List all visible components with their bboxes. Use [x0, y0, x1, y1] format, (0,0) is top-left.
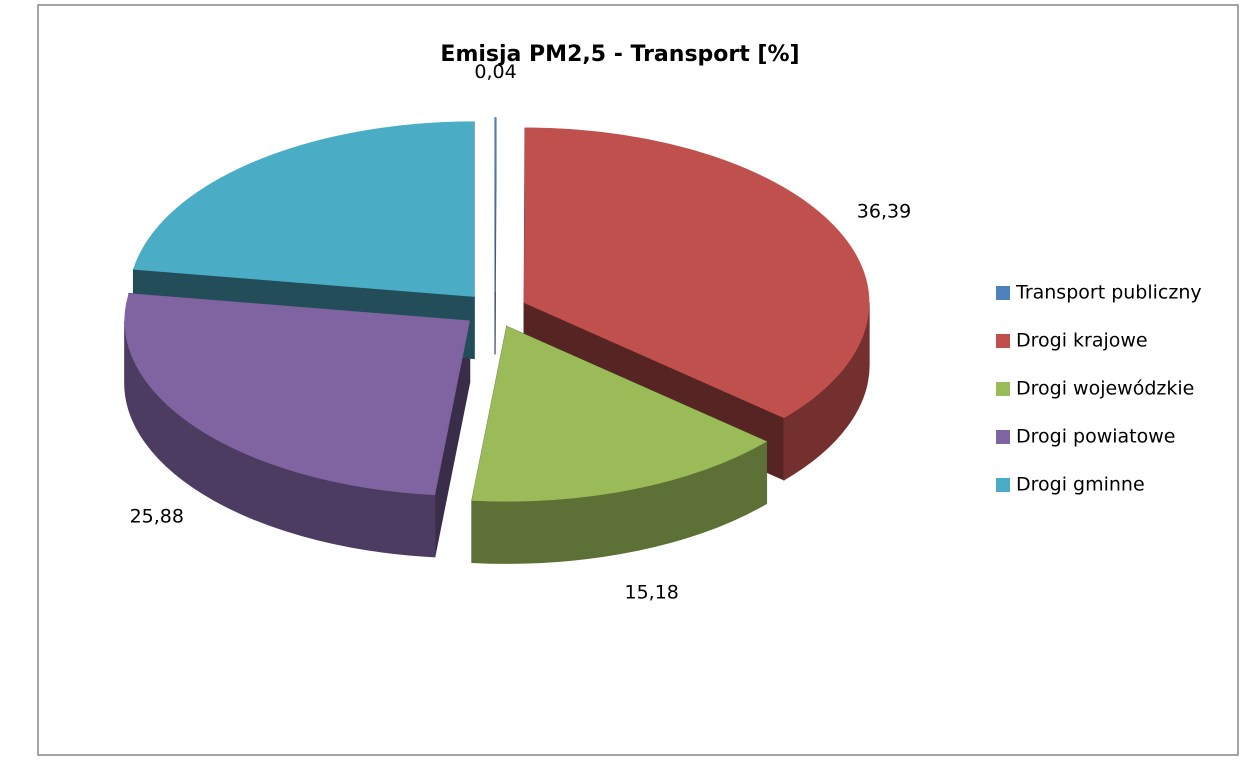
data-label: 25,88 — [130, 506, 184, 528]
chart-title: Emisja PM2,5 - Transport [%] — [440, 42, 799, 67]
data-label: 15,18 — [624, 582, 678, 604]
slice — [471, 326, 768, 502]
data-label: 0,04 — [474, 61, 516, 83]
slice — [124, 293, 470, 496]
legend-label: Drogi wojewódzkie — [1016, 378, 1194, 400]
legend-swatch — [996, 334, 1010, 348]
legend-label: Drogi gminne — [1016, 474, 1145, 496]
data-label: 36,39 — [857, 201, 911, 223]
legend-swatch — [996, 430, 1010, 444]
slice — [494, 117, 497, 293]
slice-tops — [124, 117, 870, 502]
legend: Transport publiczny Drogi krajowe Drogi wo… — [996, 282, 1202, 496]
legend-label: Transport publiczny — [1015, 282, 1202, 304]
legend-swatch — [996, 382, 1010, 396]
legend-label: Drogi powiatowe — [1016, 426, 1175, 448]
legend-label: Drogi krajowe — [1016, 330, 1148, 352]
slice — [523, 127, 870, 419]
legend-swatch — [996, 286, 1010, 300]
data-labels: 0,04 36,39 15,18 25,88 — [130, 61, 912, 604]
slice — [133, 121, 475, 297]
legend-swatch — [996, 478, 1010, 492]
